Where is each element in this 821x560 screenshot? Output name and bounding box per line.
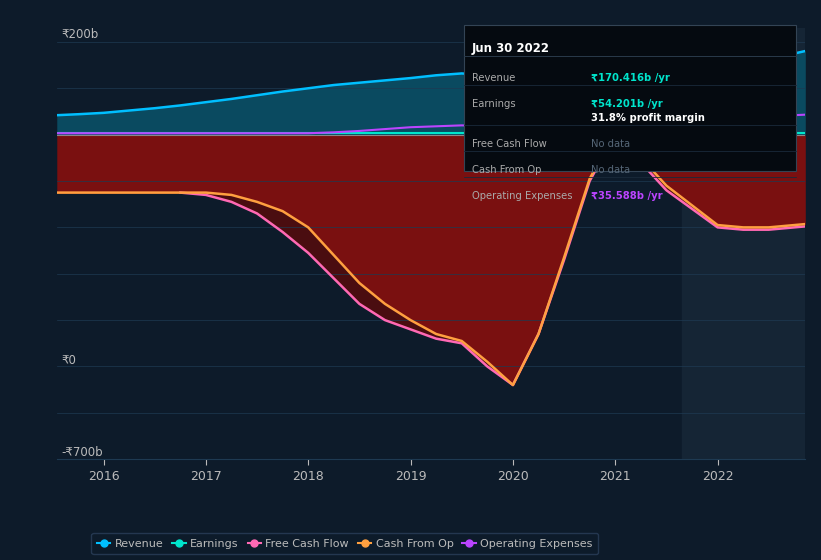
Text: No data: No data xyxy=(591,139,631,149)
Text: Jun 30 2022: Jun 30 2022 xyxy=(472,42,550,55)
Legend: Revenue, Earnings, Free Cash Flow, Cash From Op, Operating Expenses: Revenue, Earnings, Free Cash Flow, Cash … xyxy=(91,533,599,554)
Text: Cash From Op: Cash From Op xyxy=(472,165,542,175)
Text: 31.8% profit margin: 31.8% profit margin xyxy=(591,113,705,123)
Text: Free Cash Flow: Free Cash Flow xyxy=(472,139,547,149)
Text: No data: No data xyxy=(591,165,631,175)
Text: -₹700b: -₹700b xyxy=(62,446,103,459)
Text: Earnings: Earnings xyxy=(472,99,516,109)
Text: ₹200b: ₹200b xyxy=(62,28,99,41)
Text: ₹170.416b /yr: ₹170.416b /yr xyxy=(591,73,670,83)
Bar xyxy=(681,28,805,459)
Text: Operating Expenses: Operating Expenses xyxy=(472,192,572,201)
Text: ₹54.201b /yr: ₹54.201b /yr xyxy=(591,99,663,109)
Text: ₹0: ₹0 xyxy=(62,354,76,367)
Text: Revenue: Revenue xyxy=(472,73,516,83)
Text: ₹35.588b /yr: ₹35.588b /yr xyxy=(591,192,663,201)
